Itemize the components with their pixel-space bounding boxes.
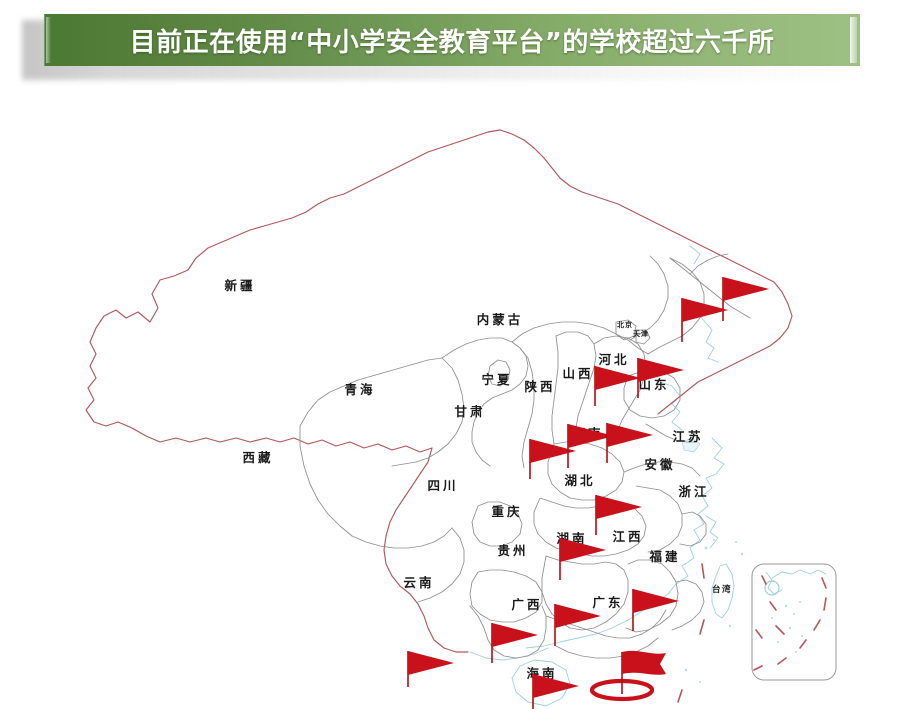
province-label-beijing: 北京 <box>617 320 633 329</box>
flag-cloth <box>596 495 642 519</box>
flag-cloth <box>555 604 601 628</box>
small-islands <box>684 539 744 683</box>
province-label-guangdong: 广东 <box>592 595 623 610</box>
province-label-neimenggu: 内蒙古 <box>477 312 524 327</box>
province-label-jiangsu: 江苏 <box>672 429 703 444</box>
flag-henan <box>595 495 642 535</box>
inset-islets <box>771 601 803 653</box>
guangdong-flag-cloth <box>622 650 666 675</box>
national-border-group <box>85 129 793 653</box>
flag-hubei <box>559 538 606 580</box>
province-label-guangxi: 广西 <box>511 597 542 612</box>
province-label-sichuan: 四川 <box>427 478 458 493</box>
taiwan-outline <box>711 563 735 619</box>
province-label-chongqing: 重庆 <box>491 504 522 519</box>
province-label-fujian: 福建 <box>648 549 680 564</box>
province-label-ningxia: 宁夏 <box>481 372 512 387</box>
province-labels: 新疆西藏青海甘肃内蒙古宁夏陕西山西河北北京天津山东河南江苏安徽浙江四川重庆湖北贵… <box>224 278 732 681</box>
flag-cloth <box>723 277 769 301</box>
province-label-xizang: 西藏 <box>242 450 273 465</box>
flag-cloth <box>408 651 454 675</box>
china-map-svg: 新疆西藏青海甘肃内蒙古宁夏陕西山西河北北京天津山东河南江苏安徽浙江四川重庆湖北贵… <box>85 129 837 709</box>
flag-jilin <box>681 298 728 342</box>
province-label-yunnan: 云南 <box>403 575 434 590</box>
title-banner: 目前正在使用“中小学安全教育平台”的学校超过六千所 <box>22 14 874 80</box>
flag-cloth <box>607 423 653 447</box>
province-label-hubei: 湖北 <box>564 473 595 488</box>
province-border-group <box>299 253 751 659</box>
flag-cloth <box>595 366 641 390</box>
extra-dash-marks <box>677 563 705 703</box>
flag-shaanxi <box>529 439 576 479</box>
flag-guizhou <box>491 623 538 663</box>
flag-markers <box>407 277 769 709</box>
nine-dash-line <box>753 575 827 671</box>
coastline-group <box>469 245 725 707</box>
banner-bar: 目前正在使用“中小学安全教育平台”的学校超过六千所 <box>44 14 860 66</box>
province-label-shaanxi: 陕西 <box>524 379 555 394</box>
flag-cloth <box>533 674 579 698</box>
page-title: 目前正在使用“中小学安全教育平台”的学校超过六千所 <box>129 27 775 58</box>
province-label-xinjiang: 新疆 <box>224 278 255 293</box>
flag-yunnan <box>407 651 454 687</box>
flag-cloth <box>492 623 538 647</box>
flag-cloth <box>638 358 684 382</box>
china-map: 新疆西藏青海甘肃内蒙古宁夏陕西山西河北北京天津山东河南江苏安徽浙江四川重庆湖北贵… <box>0 86 898 709</box>
flag-neimenggu <box>594 366 641 406</box>
province-label-taiwan: 台湾 <box>712 584 732 595</box>
province-label-guizhou: 贵州 <box>497 543 528 558</box>
province-label-gansu: 甘肃 <box>454 404 485 419</box>
province-label-hebei: 河北 <box>598 352 629 367</box>
province-label-anhui: 安徽 <box>644 457 675 472</box>
flag-hunan <box>554 604 601 646</box>
flag-cloth <box>560 538 606 562</box>
province-label-zhejiang: 浙江 <box>678 484 709 499</box>
flag-cloth <box>530 439 576 463</box>
flag-cloth <box>682 298 728 322</box>
flag-jiangxi <box>632 589 679 631</box>
province-label-jiangxi: 江西 <box>612 529 643 544</box>
south-china-sea-inset <box>751 563 837 681</box>
province-label-qinghai: 青海 <box>344 382 375 397</box>
province-label-shandong: 山东 <box>638 377 669 392</box>
flag-shanxi <box>567 424 614 468</box>
flag-hebei <box>606 423 653 463</box>
province-label-shanxi: 山西 <box>562 366 593 381</box>
province-label-tianjin: 天津 <box>633 329 649 338</box>
flag-heilongjiang <box>722 277 769 321</box>
flag-cloth <box>568 424 614 448</box>
inset-frame <box>751 563 837 681</box>
flag-guangdong-highlight <box>589 650 666 702</box>
flag-cloth <box>633 589 679 613</box>
flag-guangxi <box>532 674 579 709</box>
